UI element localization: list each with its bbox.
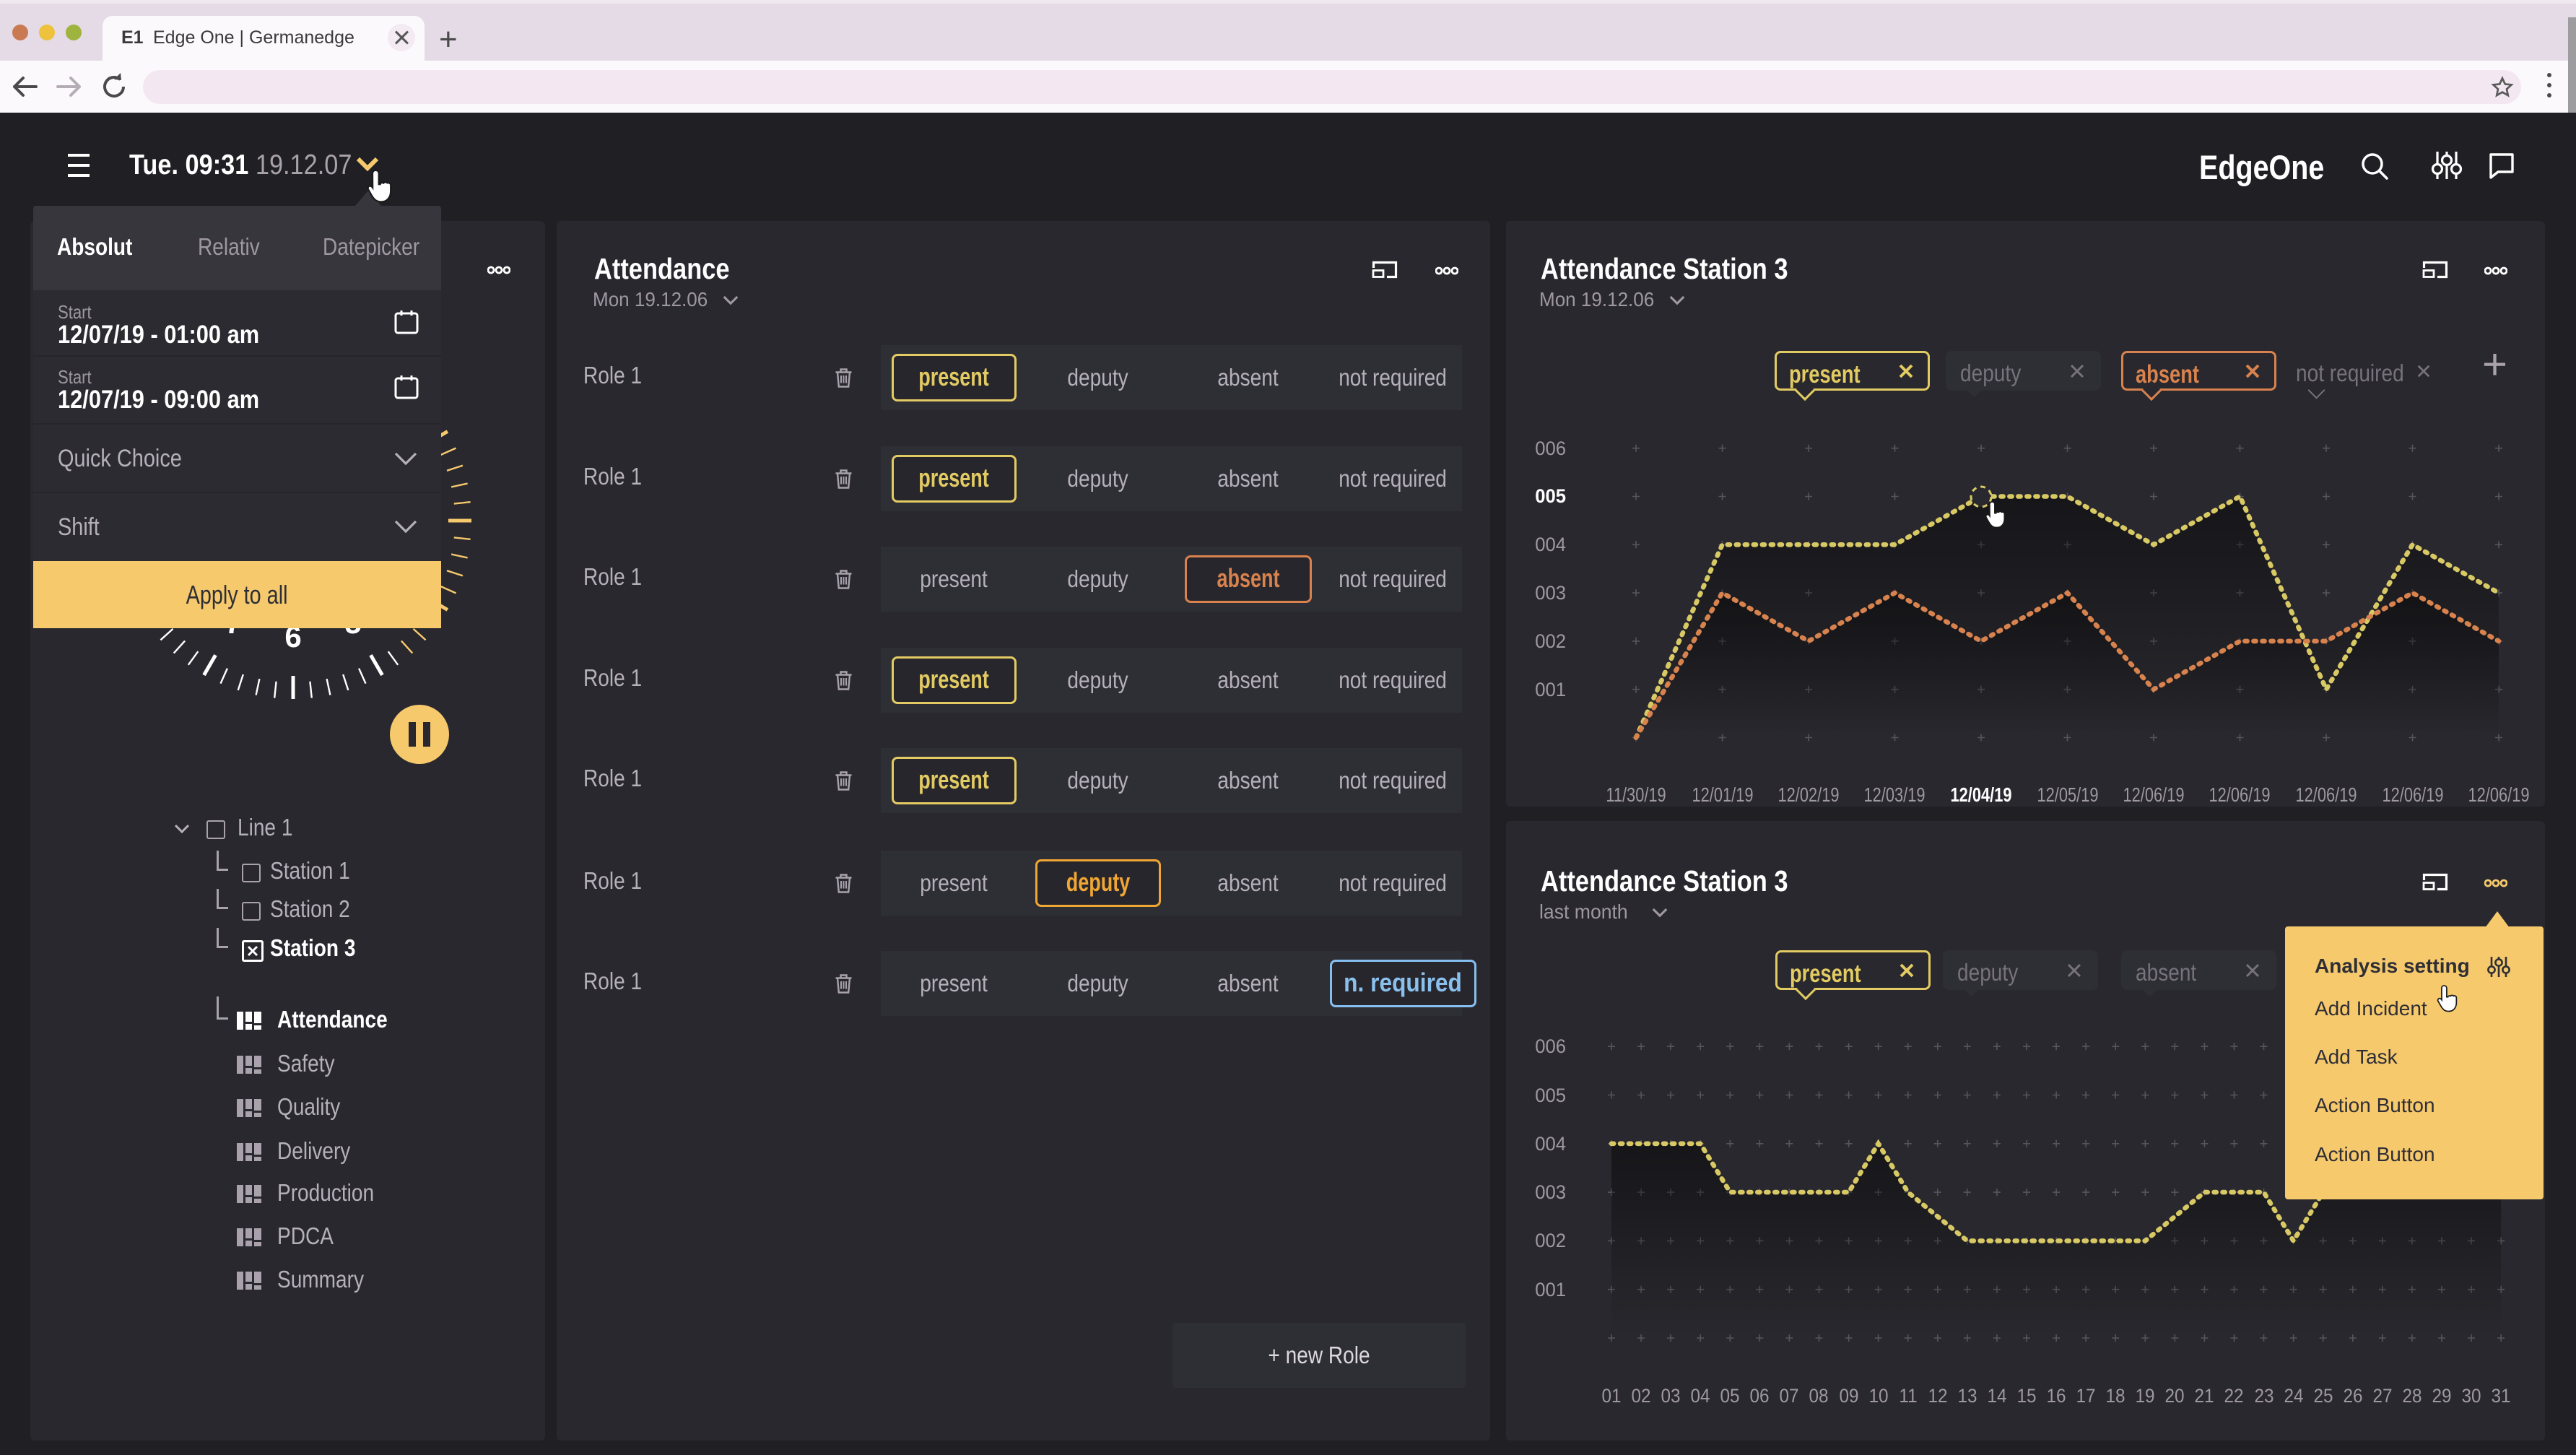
svg-text:13: 13 (1957, 1386, 1977, 1407)
svg-text:12/06/19: 12/06/19 (2209, 783, 2271, 806)
svg-text:03: 03 (1661, 1386, 1680, 1407)
svg-text:12/01/19: 12/01/19 (1692, 783, 1754, 806)
svg-text:12/06/19: 12/06/19 (2468, 783, 2530, 806)
svg-text:20: 20 (2164, 1386, 2184, 1407)
svg-text:14: 14 (1987, 1386, 2006, 1407)
svg-text:006: 006 (1535, 437, 1566, 459)
svg-text:15: 15 (2016, 1386, 2036, 1407)
svg-text:27: 27 (2372, 1386, 2392, 1407)
svg-text:006: 006 (1535, 1035, 1566, 1057)
svg-text:30: 30 (2461, 1386, 2481, 1407)
svg-text:26: 26 (2343, 1386, 2362, 1407)
svg-text:12/03/19: 12/03/19 (1864, 783, 1926, 806)
svg-text:23: 23 (2254, 1386, 2273, 1407)
svg-text:25: 25 (2313, 1386, 2333, 1407)
svg-text:07: 07 (1779, 1386, 1798, 1407)
svg-text:005: 005 (1535, 485, 1566, 507)
svg-text:02: 02 (1631, 1386, 1650, 1407)
svg-text:28: 28 (2402, 1386, 2421, 1407)
svg-text:12/06/19: 12/06/19 (2383, 783, 2444, 806)
svg-text:04: 04 (1690, 1386, 1710, 1407)
svg-text:12/05/19: 12/05/19 (2037, 783, 2099, 806)
svg-text:11/30/19: 11/30/19 (1606, 783, 1666, 806)
svg-text:003: 003 (1535, 1181, 1566, 1203)
svg-text:004: 004 (1535, 533, 1566, 555)
svg-text:31: 31 (2491, 1386, 2510, 1407)
svg-text:21: 21 (2194, 1386, 2214, 1407)
svg-text:24: 24 (2284, 1386, 2303, 1407)
svg-text:12/06/19: 12/06/19 (2123, 783, 2185, 806)
svg-text:001: 001 (1535, 1278, 1566, 1300)
svg-text:003: 003 (1535, 581, 1566, 604)
svg-text:11: 11 (1899, 1386, 1917, 1407)
svg-text:12/06/19: 12/06/19 (2296, 783, 2357, 806)
svg-text:17: 17 (2076, 1386, 2095, 1407)
svg-text:001: 001 (1535, 678, 1566, 700)
svg-text:002: 002 (1535, 630, 1566, 652)
svg-text:12: 12 (1928, 1386, 1947, 1407)
svg-text:18: 18 (2105, 1386, 2125, 1407)
svg-text:29: 29 (2432, 1386, 2451, 1407)
svg-text:10: 10 (1868, 1386, 1888, 1407)
svg-text:002: 002 (1535, 1229, 1566, 1251)
svg-text:22: 22 (2224, 1386, 2243, 1407)
svg-text:08: 08 (1809, 1386, 1828, 1407)
svg-text:005: 005 (1535, 1084, 1566, 1106)
svg-text:19: 19 (2135, 1386, 2154, 1407)
svg-text:16: 16 (2046, 1386, 2066, 1407)
svg-text:06: 06 (1749, 1386, 1769, 1407)
svg-text:12/04/19: 12/04/19 (1951, 783, 2012, 806)
svg-text:01: 01 (1601, 1386, 1621, 1407)
svg-text:12/02/19: 12/02/19 (1778, 783, 1840, 806)
svg-text:004: 004 (1535, 1132, 1566, 1155)
svg-text:09: 09 (1839, 1386, 1858, 1407)
svg-text:05: 05 (1720, 1386, 1739, 1407)
